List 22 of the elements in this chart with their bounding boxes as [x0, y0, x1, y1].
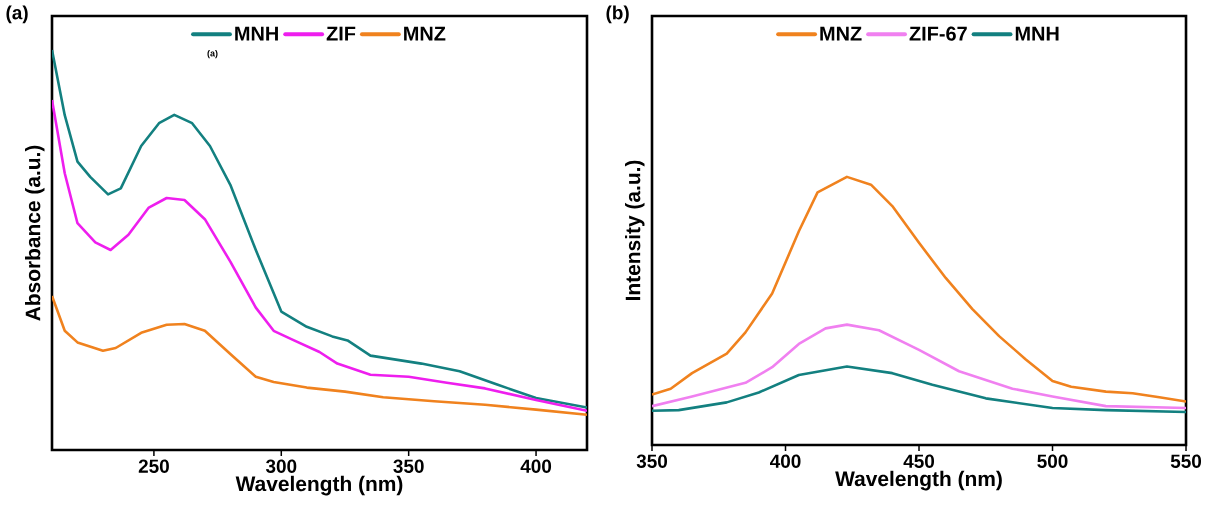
- legend-label: MNZ: [820, 26, 862, 41]
- x-tick-label: 250: [138, 459, 169, 473]
- x-tick-label: 400: [520, 459, 552, 473]
- y-axis-title: Absorbance (a.u.): [25, 145, 45, 321]
- x-tick-label: 450: [903, 454, 935, 468]
- x-tick-label: 400: [770, 454, 801, 468]
- x-axis-title: Wavelength (nm): [835, 470, 1002, 491]
- x-axis-title: Wavelength (nm): [235, 475, 403, 496]
- legend-label: MNH: [235, 26, 278, 41]
- x-tick-label: 350: [393, 459, 424, 473]
- legend-label: MNZ: [404, 26, 446, 41]
- x-tick-label: 300: [265, 459, 297, 473]
- text: (a): [6, 5, 28, 24]
- legend-label: ZIF: [326, 26, 356, 41]
- text: (b): [606, 5, 629, 24]
- legend-label: ZIF-67: [909, 26, 967, 41]
- x-tick-label: 350: [636, 454, 668, 468]
- x-tick-label: 550: [1170, 454, 1202, 468]
- y-axis-title: Intensity (a.u.): [625, 160, 645, 300]
- annotation: (a): [207, 49, 218, 59]
- x-tick-label: 500: [1037, 454, 1068, 468]
- legend-label: MNH: [1015, 26, 1059, 41]
